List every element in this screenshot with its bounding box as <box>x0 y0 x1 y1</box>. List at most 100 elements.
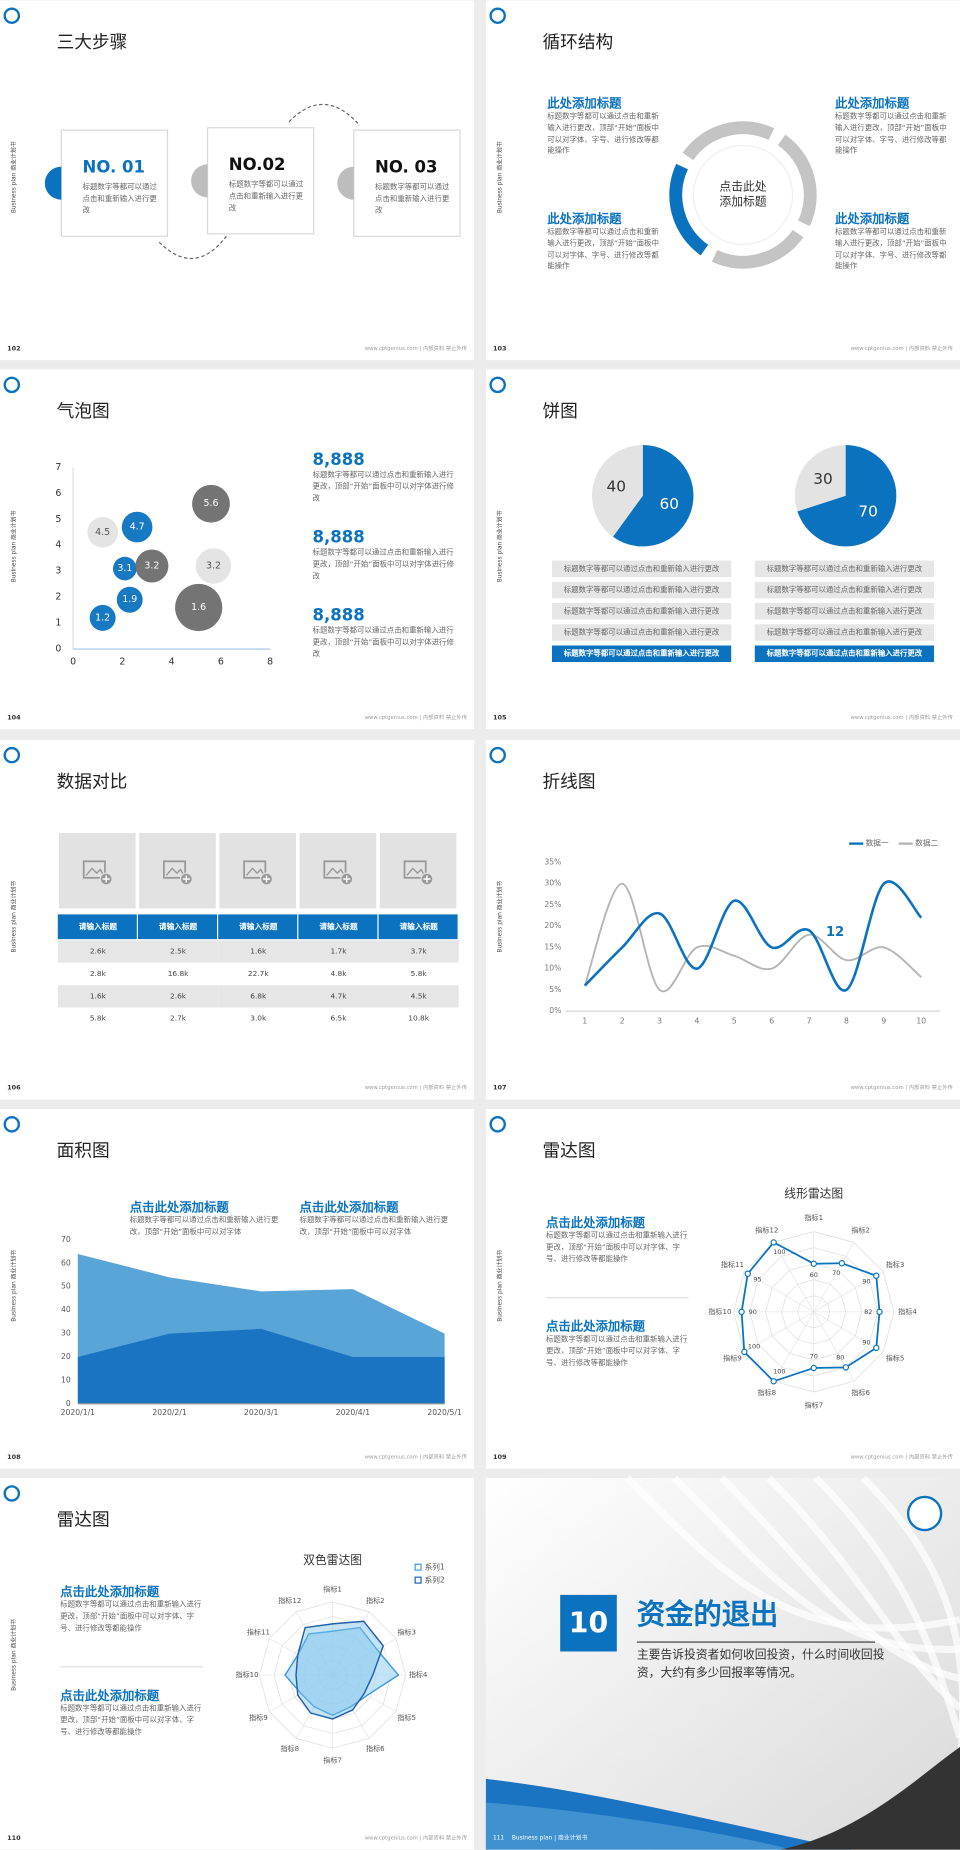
info-row <box>754 560 935 578</box>
info-row-text: 标题数字等都可以通过点击和重新输入进行更改 <box>564 563 720 573</box>
table-cell <box>218 985 299 1008</box>
slide-number: 104 <box>7 713 21 721</box>
block-heading: 点击此处添加标题 <box>130 1200 230 1215</box>
table-header-cell <box>378 914 458 940</box>
image-icon <box>102 875 110 883</box>
table-cell-text: 6.5k <box>330 1014 347 1023</box>
section-title: 资金的退出 <box>637 1598 779 1631</box>
table-cell-text: 1.6k <box>250 947 267 956</box>
info-row-text: 标题数字等都可以通过点击和重新输入进行更改 <box>564 627 720 637</box>
info-row <box>551 624 732 641</box>
cover-curve <box>624 1475 960 1632</box>
table-header-cell <box>218 914 298 940</box>
y-tick-label: 40 <box>61 1305 71 1314</box>
radar-axis-label: 指标11 <box>247 1627 270 1636</box>
logo <box>3 746 21 764</box>
legend-swatch <box>414 1563 422 1571</box>
info-row-text: 标题数字等都可以通过点击和重新输入进行更改 <box>767 627 923 637</box>
info-row <box>551 560 732 578</box>
x-tick-label: 2020/3/1 <box>244 1408 279 1417</box>
y-tick-label: 5% <box>549 985 561 994</box>
slide-title: 饼图 <box>543 401 578 422</box>
pie-slice <box>794 445 846 512</box>
block-heading: 点击此处添加标题 <box>300 1200 400 1215</box>
image-placeholder <box>219 833 297 909</box>
slide-title: 雷达图 <box>57 1510 110 1531</box>
slide: 10 资金的退出主要告诉投资者如何收回投资，什么时间收回投资，大约有多少回报率等情… <box>485 1475 960 1850</box>
info-row-text: 标题数字等都可以通过点击和重新输入进行更改 <box>766 648 923 658</box>
radar-axis-label: 指标2 <box>366 1596 385 1605</box>
radar-axis-label: 指标3 <box>886 1260 905 1269</box>
step-text: 标题数字等都可以通过点击和重新输入进行更改 <box>82 183 157 215</box>
y-tick-label: 50 <box>61 1282 71 1291</box>
y-tick-label: 25% <box>544 900 561 909</box>
radar-spoke <box>813 1242 855 1313</box>
radar-point <box>838 1260 846 1267</box>
image-icon <box>403 860 427 879</box>
slide-number: 103 <box>493 344 507 352</box>
radar-axis-label: 指标12 <box>278 1596 301 1605</box>
image-placeholder <box>299 833 377 909</box>
slide-number: 107 <box>493 1084 507 1092</box>
y-tick-label: 4 <box>55 540 61 551</box>
image-placeholder <box>58 833 136 909</box>
cover-background <box>485 1478 960 1850</box>
info-row-text: 标题数字等都可以通过点击和重新输入进行更改 <box>767 584 923 594</box>
table-cell-text: 22.7k <box>248 969 269 978</box>
table-cell <box>378 940 459 963</box>
y-tick-label: 1 <box>55 618 61 629</box>
radar-spoke <box>773 1311 815 1382</box>
radar-axis-label: 指标10 <box>235 1670 259 1679</box>
x-tick-label: 2 <box>119 657 125 668</box>
block-text: 标题数字等都可以通过点击和重新输入进行更改，顶部“开始”面板中可以对字体、字号、… <box>547 112 659 156</box>
radar-axis-label: 指标9 <box>249 1713 268 1722</box>
slide-footer: www.cptgenius.com | 内部资料 禁止外传 <box>365 344 468 352</box>
image-icon <box>82 860 106 879</box>
x-tick-label: 8 <box>844 1017 849 1026</box>
section-badge <box>560 1594 617 1652</box>
slide: Business plan 商业计划书 110 www.cptgenius.com … <box>0 1478 475 1850</box>
slide-footer: www.cptgenius.com | 内部资料 禁止外传 <box>365 1452 468 1460</box>
table-header-text: 请输入标题 <box>400 921 439 931</box>
logo <box>906 1495 943 1532</box>
bubble <box>135 549 169 583</box>
slide-title: 三大步骤 <box>57 32 128 53</box>
image-icon <box>343 875 351 883</box>
slide-footer: www.cptgenius.com | 内部资料 禁止外传 <box>365 713 468 721</box>
x-tick-label: 2020/2/1 <box>152 1408 187 1417</box>
sidebar-label: Business plan 商业计划书 <box>496 141 504 213</box>
y-tick-label: 10 <box>61 1375 71 1384</box>
note-text-box: 标题数字等都可以通过点击和重新输入进行更改，顶部“开始”面板中可以对字体进行修改 <box>312 470 454 503</box>
slide: Business plan 商业计划书 103 www.cptgenius.com … <box>485 0 960 361</box>
sidebar-label: Business plan 商业计划书 <box>496 1250 504 1322</box>
sidebar-label: Business plan 商业计划书 <box>10 881 18 953</box>
radar-axis-label: 指标8 <box>280 1744 299 1753</box>
note-text: 标题数字等都可以通过点击和重新输入进行更改，顶部“开始”面板中可以对字体进行修改 <box>312 470 454 503</box>
radar-axis-label: 指标1 <box>804 1213 823 1222</box>
radar-point <box>810 1364 817 1372</box>
logo <box>489 7 506 24</box>
step-card <box>353 129 461 237</box>
block-heading: 点击此处添加标题 <box>546 1319 646 1334</box>
table-cell <box>378 1007 459 1030</box>
pie-label: 30 <box>813 470 833 488</box>
legend-label: 数据一 <box>866 838 889 848</box>
radar-value-label: 95 <box>753 1275 761 1283</box>
block-text-box: 标题数字等都可以通过点击和重新输入进行更改，顶部“开始”面板中可以对字体 <box>300 1216 449 1236</box>
sidebar-label: Business plan 商业计划书 <box>496 510 504 582</box>
radar-value-label: 100 <box>748 1342 760 1350</box>
x-tick-label: 7 <box>807 1017 812 1026</box>
slide-footer: Business plan | 商业计划书 <box>512 1833 588 1841</box>
table-cell-text: 5.8k <box>90 1014 107 1023</box>
radar-spoke <box>813 1271 884 1313</box>
table-cell <box>298 940 379 963</box>
legend-label: 数据二 <box>915 838 938 848</box>
cycle-arrow <box>777 134 817 227</box>
bubble <box>89 604 116 631</box>
radar-series <box>295 1620 385 1720</box>
image-icon <box>262 875 271 883</box>
radar-point <box>873 1344 880 1352</box>
slide: Business plan 商业计划书 108 www.cptgenius.com … <box>0 1108 475 1469</box>
radar-point <box>738 1308 745 1316</box>
table-cell-text: 4.5k <box>411 991 428 1000</box>
